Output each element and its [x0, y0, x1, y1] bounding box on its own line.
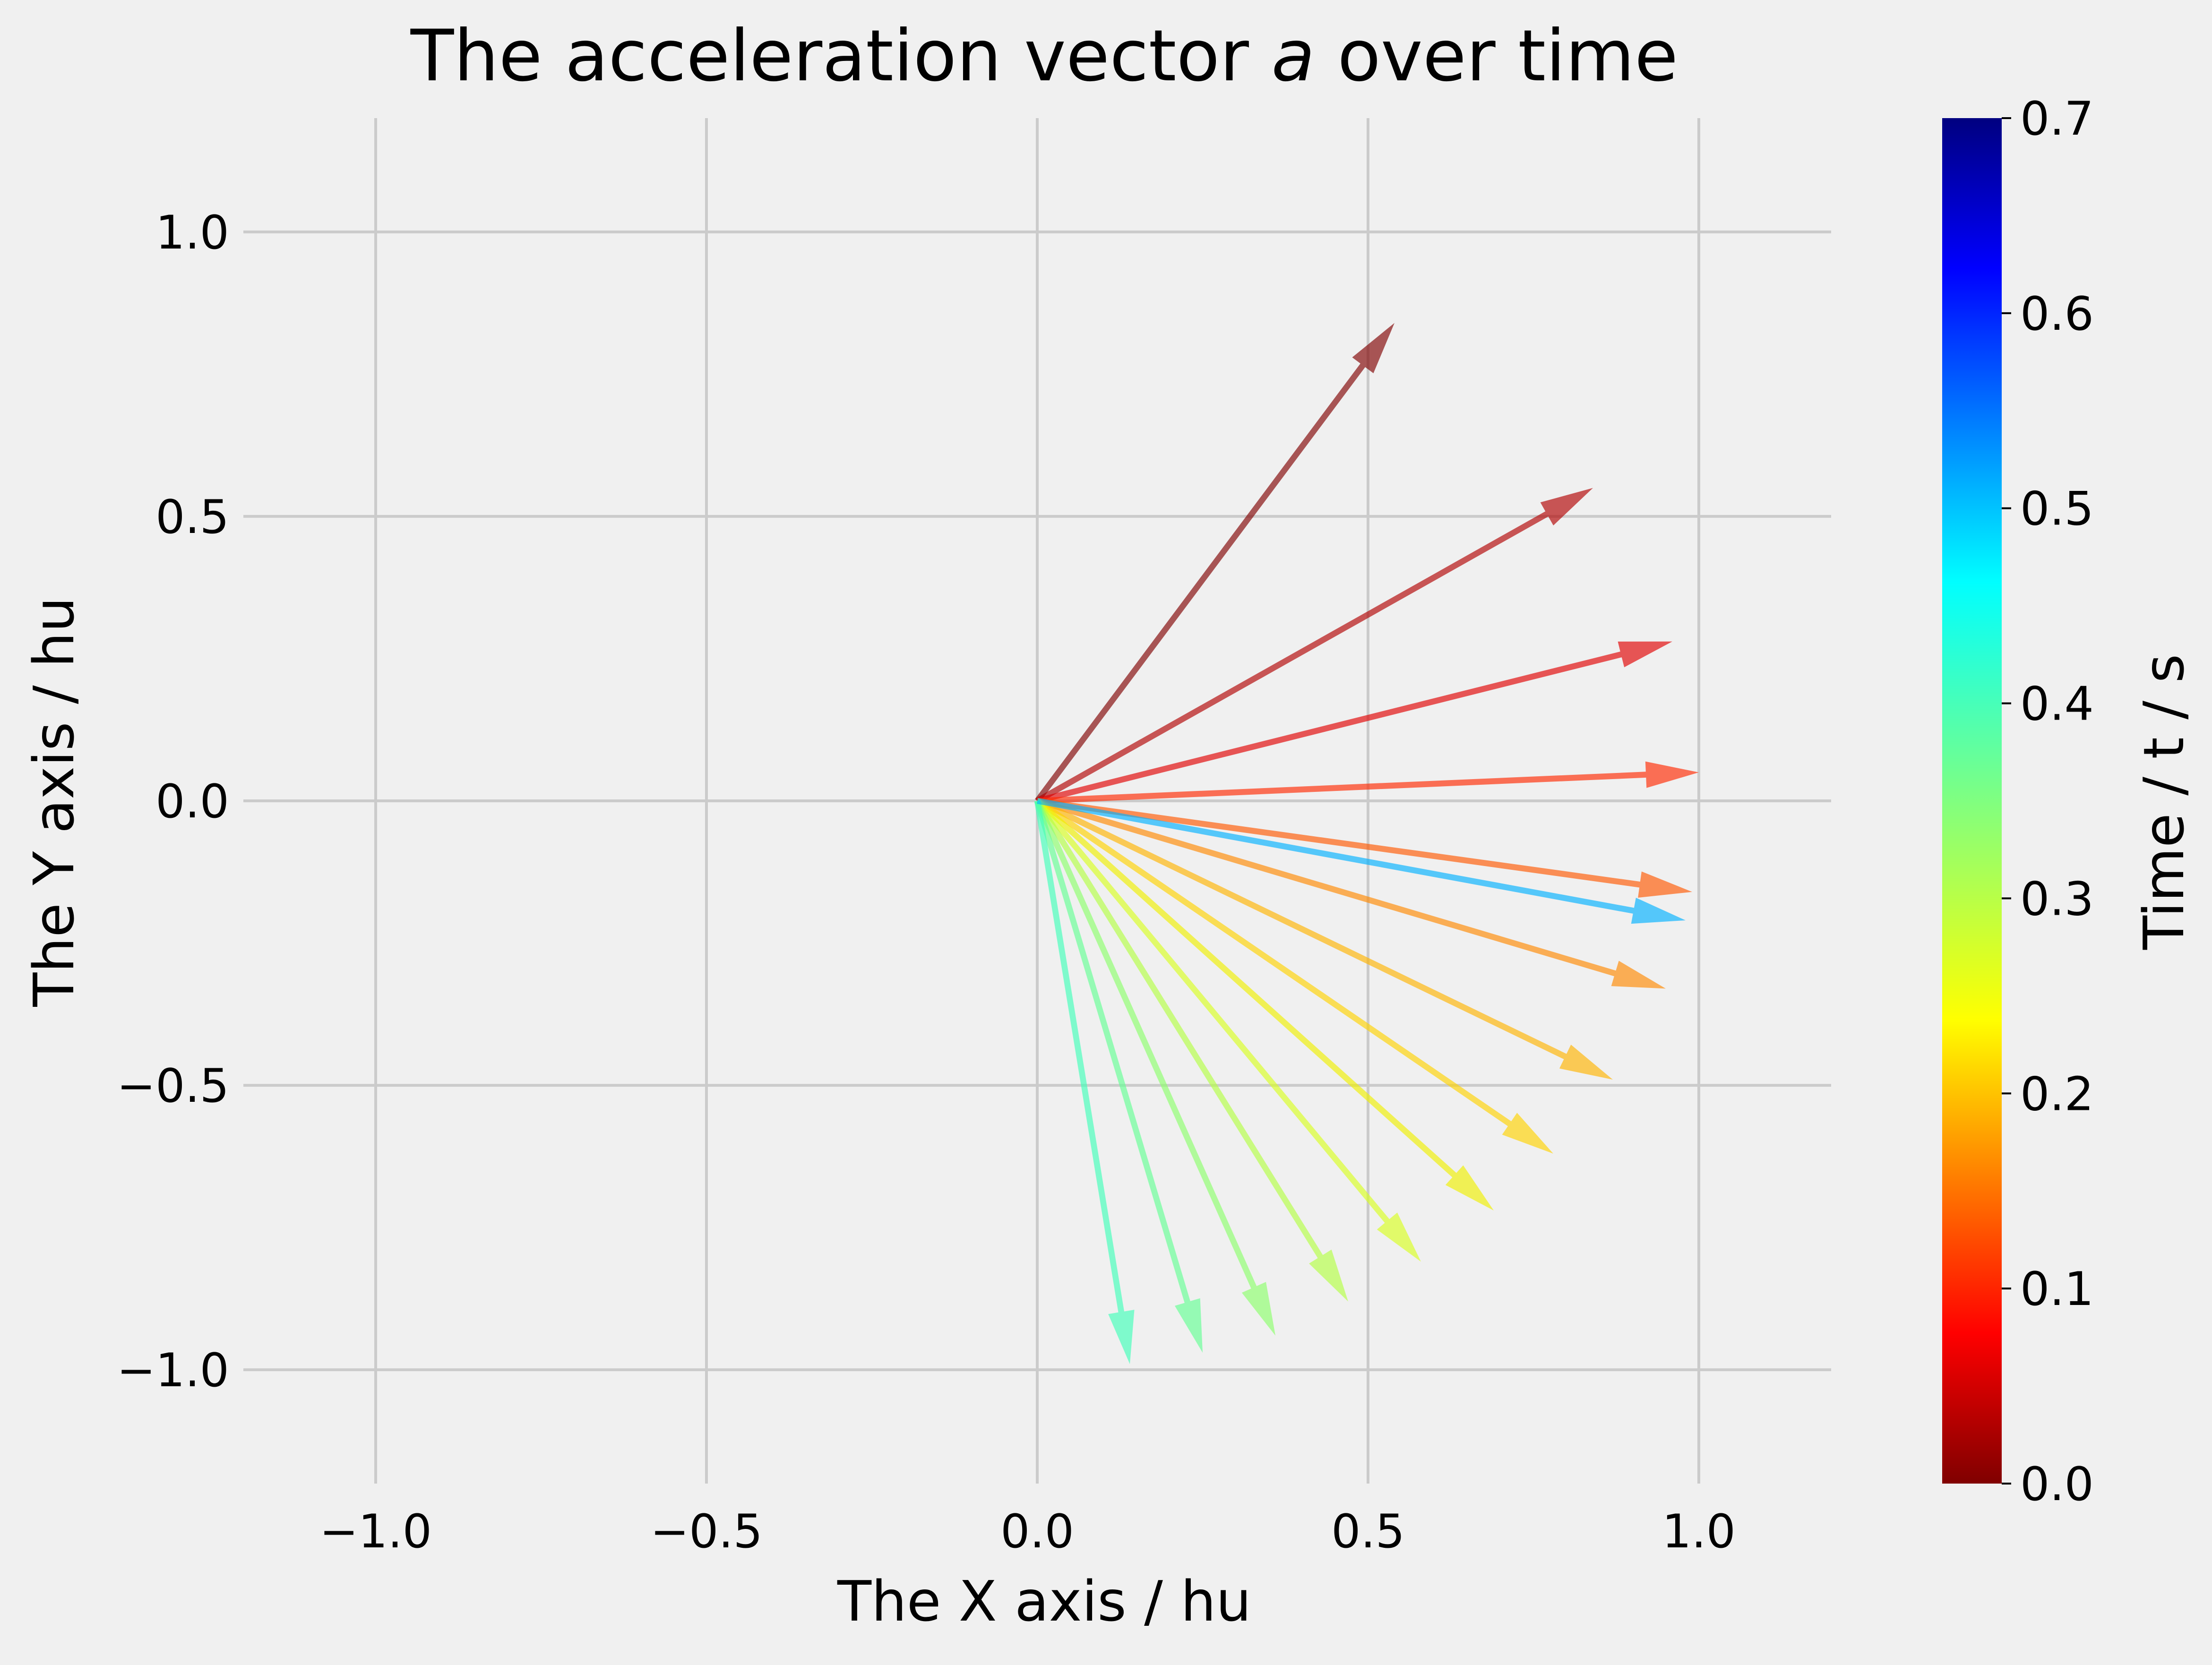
x-tick-label-0: −1.0	[319, 1505, 432, 1559]
x-tick-label-4: 1.0	[1662, 1505, 1736, 1559]
x-tick-label-1: −0.5	[650, 1505, 763, 1559]
vector-arrow-4	[1037, 798, 1692, 898]
colorbar-tick-label-2: 0.2	[2020, 1067, 2094, 1121]
y-tick-label-4: −1.0	[117, 1344, 229, 1398]
colorbar-tick-label-5: 0.5	[2020, 482, 2094, 536]
y-tick-label-2: 0.0	[155, 775, 229, 829]
chart-title: The acceleration vector a over time	[410, 15, 1678, 97]
colorbar-tick-label-6: 0.6	[2020, 287, 2094, 341]
vector-arrow-11	[1034, 799, 1275, 1336]
vector-arrow-9	[1035, 799, 1421, 1262]
y-axis-label: The Y axis / hu	[21, 597, 86, 1007]
colorbar-tick-labels: 0.0 0.1 0.2 0.3 0.4 0.5 0.6 0.7	[2002, 92, 2094, 1511]
y-tick-labels: 1.0 0.5 0.0 −0.5 −1.0	[117, 206, 229, 1398]
y-tick-label-0: 1.0	[155, 206, 229, 260]
vector-arrow-3	[1037, 761, 1699, 804]
colorbar-tick-label-3: 0.3	[2020, 872, 2094, 926]
colorbar	[1942, 118, 2002, 1484]
colorbar-tick-label-0: 0.0	[2020, 1458, 2094, 1511]
vector-arrow-13	[1034, 800, 1135, 1365]
vector-arrow-8	[1035, 798, 1494, 1210]
vector-arrow-0	[1035, 323, 1394, 803]
y-tick-label-3: −0.5	[117, 1059, 229, 1113]
vector-arrow-6	[1036, 798, 1613, 1080]
x-tick-label-3: 0.5	[1331, 1505, 1405, 1559]
vector-arrow-14	[1036, 798, 1686, 924]
y-tick-label-1: 0.5	[155, 490, 229, 544]
colorbar-tick-label-7: 0.7	[2020, 92, 2094, 146]
x-tick-labels: −1.0 −0.5 0.0 0.5 1.0	[319, 1505, 1736, 1559]
x-tick-label-2: 0.0	[1000, 1505, 1074, 1559]
vector-arrow-7	[1035, 798, 1553, 1154]
vector-arrow-2	[1036, 641, 1672, 804]
x-axis-label: The X axis / hu	[837, 1569, 1251, 1634]
vector-arrow-10	[1034, 799, 1348, 1302]
vector-field	[1034, 323, 1699, 1365]
colorbar-tick-label-4: 0.4	[2020, 678, 2094, 731]
vector-arrow-5	[1036, 798, 1666, 989]
vector-arrow-12	[1034, 800, 1203, 1353]
colorbar-tick-label-1: 0.1	[2020, 1262, 2094, 1316]
colorbar-label: Time / t / s	[2131, 654, 2196, 950]
vector-arrow-1	[1035, 488, 1593, 804]
